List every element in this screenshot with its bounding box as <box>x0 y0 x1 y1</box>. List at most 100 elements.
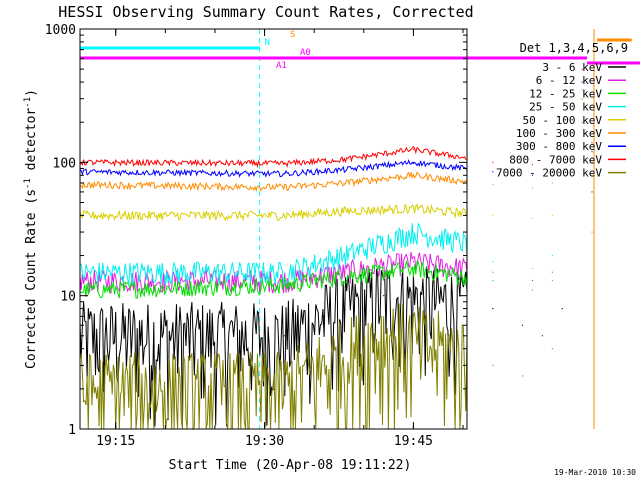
flag-label: A0 <box>300 48 311 58</box>
data-point <box>343 254 345 257</box>
data-point <box>581 68 583 70</box>
flag-bar-s: S <box>290 30 632 42</box>
legend-label: 100 - 300 keV <box>516 127 602 140</box>
data-point <box>283 214 286 216</box>
data-point <box>442 301 444 303</box>
data-point <box>492 161 494 163</box>
data-point <box>492 307 494 310</box>
flag-bar-a0: A0 <box>80 48 588 60</box>
data-point <box>591 142 593 144</box>
y-axis-label: Corrected Count Rate (s-1 detector-1) <box>23 89 39 369</box>
data-point <box>412 261 415 263</box>
flag-label: S <box>290 30 295 40</box>
data-point <box>462 242 464 244</box>
data-point <box>521 375 524 377</box>
data-point <box>283 335 286 337</box>
data-point <box>551 279 553 282</box>
data-point <box>531 289 534 291</box>
series-800-7000-kev <box>79 68 593 169</box>
plot-frame <box>79 28 468 430</box>
data-point <box>343 275 345 277</box>
data-point <box>531 267 534 270</box>
data-point <box>591 231 593 233</box>
flag-label: N <box>265 38 270 48</box>
series-line <box>79 260 468 299</box>
data-point <box>531 217 534 219</box>
y-tick-label: 1 <box>68 423 76 438</box>
data-point <box>283 186 286 188</box>
data-point <box>561 307 563 310</box>
data-point <box>551 161 553 163</box>
flag-bar-a1: A1 <box>276 61 640 71</box>
flag-label: A1 <box>276 61 287 71</box>
y-axis: 1 10 100 1000 <box>45 23 467 438</box>
series-line <box>79 171 468 193</box>
flag-bar-n: N <box>80 38 270 50</box>
data-point <box>492 184 494 186</box>
data-point <box>492 214 494 216</box>
data-point <box>581 89 583 91</box>
data-point <box>343 210 345 212</box>
data-point <box>581 81 583 83</box>
data-point <box>551 214 553 216</box>
data-point <box>442 348 444 350</box>
y-tick-label: 1000 <box>45 23 76 38</box>
x-tick-label: 19:30 <box>245 434 284 449</box>
data-point <box>492 261 494 263</box>
legend-label: 25 - 50 keV <box>529 101 602 114</box>
data-point <box>412 207 415 210</box>
x-axis: 19:15 19:30 19:45 <box>96 29 464 449</box>
x-tick-label: 19:45 <box>394 434 433 449</box>
series-line <box>79 159 468 178</box>
y-tick-label: 100 <box>53 156 76 171</box>
data-point <box>551 348 553 350</box>
data-point <box>551 171 553 173</box>
data-point <box>531 279 534 282</box>
data-point <box>283 388 286 390</box>
legend-label: 800 - 7000 keV <box>509 153 602 166</box>
x-tick-label: 19:15 <box>96 434 135 449</box>
series-line <box>79 145 468 169</box>
series-300-800-kev <box>79 81 593 178</box>
data-point <box>531 174 534 176</box>
legend-title: Det 1,3,4,5,6,9 <box>520 41 628 55</box>
data-point <box>581 98 583 100</box>
data-point <box>383 295 385 297</box>
data-point <box>323 315 325 317</box>
series-100-300-kev <box>79 89 593 193</box>
data-point <box>492 279 494 282</box>
data-point <box>551 254 553 257</box>
data-point <box>283 173 286 175</box>
legend-label: 12 - 25 keV <box>529 87 602 100</box>
data-point <box>591 191 593 193</box>
data-point <box>551 182 553 184</box>
data-point <box>581 121 583 123</box>
x-axis-label: Start Time (20-Apr-08 19:11:22) <box>169 458 412 473</box>
data-point <box>541 335 544 337</box>
series-line <box>79 222 468 286</box>
data-point <box>283 284 286 286</box>
data-point <box>521 324 524 326</box>
legend-label: 300 - 800 keV <box>516 140 602 153</box>
legend-label: 50 - 100 keV <box>523 114 603 127</box>
chart-title: HESSI Observing Summary Count Rates, Cor… <box>58 3 473 21</box>
series-line <box>79 303 468 431</box>
data-point <box>492 271 494 273</box>
data-point <box>531 164 534 166</box>
data-point <box>343 271 345 273</box>
data-point <box>412 267 415 270</box>
legend-label: 7000 - 20000 keV <box>496 167 602 180</box>
data-point <box>412 231 415 233</box>
data-point <box>383 335 385 337</box>
data-point <box>323 364 325 366</box>
series-line <box>79 203 468 222</box>
data-point <box>343 169 345 171</box>
data-point <box>531 187 534 189</box>
data-point <box>412 174 415 176</box>
data-point <box>492 364 494 366</box>
y-tick-label: 10 <box>60 290 76 305</box>
data-point <box>492 171 494 173</box>
data-point <box>591 161 593 163</box>
